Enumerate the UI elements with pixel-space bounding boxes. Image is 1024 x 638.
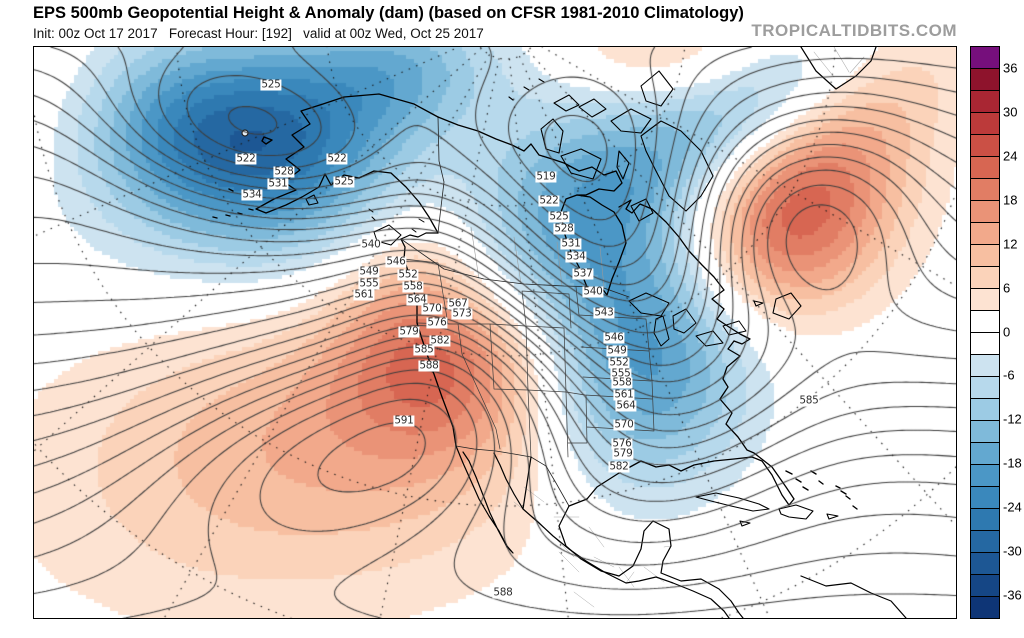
colorbar-cell [971, 223, 999, 245]
colorbar-tick-label: 6 [1003, 280, 1011, 296]
colorbar-tick-label: -30 [1003, 543, 1022, 559]
colorbar-cell [971, 377, 999, 399]
colorbar-cell [971, 399, 999, 421]
colorbar-cell [971, 91, 999, 113]
colorbar-cell [971, 487, 999, 509]
contour-canvas [34, 47, 956, 618]
colorbar-tick-label: -36 [1003, 587, 1022, 603]
colorbar-cell [971, 157, 999, 179]
colorbar-cell [971, 69, 999, 91]
colorbar-cell [971, 465, 999, 487]
colorbar-cell [971, 311, 999, 333]
site-watermark: TROPICALTIDBITS.COM [751, 21, 957, 40]
colorbar-tick-label: -18 [1003, 455, 1022, 471]
chart-title: EPS 500mb Geopotential Height & Anomaly … [33, 4, 744, 22]
map-panel: 525 522 528 531 534 522 525 540 546 549 552 555 558 5… [33, 46, 957, 619]
colorbar-cell [971, 47, 999, 69]
colorbar-tick-label: 0 [1003, 324, 1011, 339]
colorbar-tick-label: -12 [1003, 411, 1022, 427]
colorbar-tick-label: 24 [1003, 148, 1018, 164]
colorbar-cell [971, 289, 999, 311]
colorbar: 36 30 24 18 12 6 0 -6 -12 -18 -24 -30 -36 [970, 46, 1024, 620]
colorbar-tick-label: -24 [1003, 499, 1022, 515]
colorbar-cell [971, 355, 999, 377]
chart-init-line: Init: 00z Oct 17 2017 Forecast Hour: [19… [33, 26, 484, 41]
colorbar-cells [970, 46, 1000, 619]
colorbar-cell [971, 575, 999, 597]
colorbar-cell [971, 531, 999, 553]
colorbar-tick-label: 18 [1003, 192, 1018, 208]
colorbar-tick-label: 36 [1003, 60, 1018, 76]
colorbar-tick-label: 12 [1003, 236, 1018, 252]
colorbar-cell [971, 113, 999, 135]
colorbar-cell [971, 179, 999, 201]
colorbar-cell [971, 267, 999, 289]
colorbar-cell [971, 333, 999, 355]
colorbar-cell [971, 597, 999, 618]
colorbar-cell [971, 201, 999, 223]
colorbar-cell [971, 135, 999, 157]
colorbar-tick-label: -6 [1003, 367, 1015, 383]
colorbar-cell [971, 509, 999, 531]
colorbar-tick-label: 30 [1003, 104, 1018, 120]
colorbar-cell [971, 421, 999, 443]
colorbar-cell [971, 443, 999, 465]
colorbar-cell [971, 553, 999, 575]
colorbar-cell [971, 245, 999, 267]
